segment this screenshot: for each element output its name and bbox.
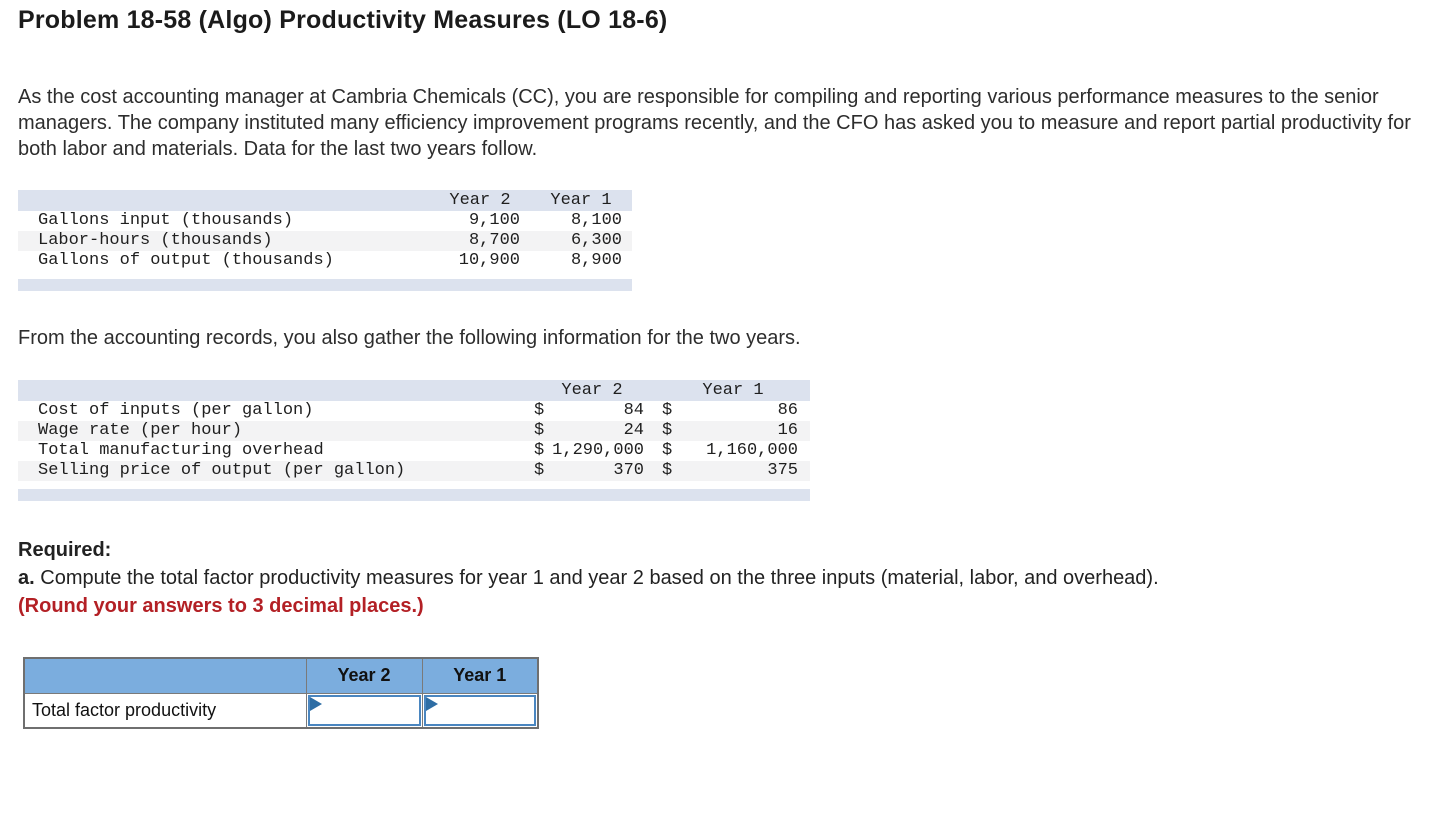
- table-row: Cost of inputs (per gallon) $84 $86: [18, 401, 810, 421]
- answer-row-label: Total factor productivity: [23, 692, 307, 729]
- table-footer-bar: [18, 279, 632, 291]
- table-row: Labor-hours (thousands) 8,700 6,300: [18, 231, 632, 251]
- table-row: Wage rate (per hour) $24 $16: [18, 421, 810, 441]
- between-tables-text: From the accounting records, you also ga…: [18, 327, 801, 349]
- row-year2-value: $84: [534, 401, 644, 420]
- financial-table: Year 2 Year 1 Cost of inputs (per gallon…: [18, 380, 810, 501]
- financial-header-year2: Year 2: [561, 380, 623, 400]
- row-year1-value: $375: [662, 461, 798, 480]
- currency-symbol: $: [662, 461, 673, 480]
- currency-symbol: $: [662, 421, 673, 440]
- row-year2-value: $24: [534, 421, 644, 440]
- financial-header-year1: Year 1: [702, 380, 764, 400]
- answer-header-empty: [23, 657, 307, 694]
- currency-symbol: $: [534, 421, 545, 440]
- row-year1-value: 8,100: [570, 211, 622, 230]
- row-year2-value: 8,700: [468, 231, 520, 250]
- rounding-note: (Round your answers to 3 decimal places.…: [18, 595, 424, 617]
- answer-table-header: Year 2 Year 1: [23, 657, 539, 694]
- operations-table: Year 2 Year 1 Gallons input (thousands) …: [18, 190, 632, 291]
- table-row: Selling price of output (per gallon) $37…: [18, 461, 810, 481]
- currency-symbol: $: [662, 441, 673, 460]
- row-year1-value: 8,900: [570, 251, 622, 270]
- row-year2-value: 10,900: [458, 251, 520, 270]
- row-year1-value: 6,300: [570, 231, 622, 250]
- operations-table-header: Year 2 Year 1: [18, 190, 632, 211]
- operations-header-year2: Year 2: [449, 190, 511, 210]
- row-year2-value: $1,290,000: [534, 441, 644, 460]
- row-year1-value: $1,160,000: [662, 441, 798, 460]
- currency-symbol: $: [534, 461, 545, 480]
- page-title: Problem 18-58 (Algo) Productivity Measur…: [18, 6, 668, 34]
- table-row: Gallons input (thousands) 9,100 8,100: [18, 211, 632, 231]
- intro-paragraph: As the cost accounting manager at Cambri…: [18, 86, 1411, 160]
- operations-header-empty: [18, 190, 430, 211]
- total-factor-productivity-year1-input[interactable]: [425, 696, 534, 724]
- operations-header-year1: Year 1: [550, 190, 612, 210]
- answer-row: Total factor productivity: [23, 692, 539, 729]
- table-footer-bar: [18, 489, 810, 501]
- tfp-year2-input-box: [307, 694, 421, 726]
- requirement-a-text: Compute the total factor productivity me…: [40, 567, 1159, 589]
- row-label: Gallons input (thousands): [38, 211, 294, 230]
- row-label: Gallons of output (thousands): [38, 251, 334, 270]
- currency-symbol: $: [662, 401, 673, 420]
- tfp-year2-cell: [305, 692, 423, 729]
- row-label: Labor-hours (thousands): [38, 231, 273, 250]
- currency-symbol: $: [534, 401, 545, 420]
- total-factor-productivity-year2-input[interactable]: [309, 696, 419, 724]
- table-row: Total manufacturing overhead $1,290,000 …: [18, 441, 810, 461]
- currency-symbol: $: [534, 441, 545, 460]
- row-label: Selling price of output (per gallon): [38, 461, 406, 480]
- answer-table: Year 2 Year 1 Total factor productivity: [23, 657, 539, 729]
- row-year2-value: $370: [534, 461, 644, 480]
- row-label: Cost of inputs (per gallon): [38, 401, 314, 420]
- requirement-a: a. Compute the total factor productivity…: [18, 564, 1159, 592]
- required-section: Required: a. Compute the total factor pr…: [18, 536, 1159, 620]
- tfp-year1-input-box: [423, 694, 536, 726]
- table-row: Gallons of output (thousands) 10,900 8,9…: [18, 251, 632, 271]
- financial-header-empty: [18, 380, 528, 401]
- financial-table-header: Year 2 Year 1: [18, 380, 810, 401]
- row-year1-value: $86: [662, 401, 798, 420]
- requirement-a-prefix: a.: [18, 567, 35, 589]
- answer-header-year2: Year 2: [305, 657, 423, 694]
- answer-header-year1: Year 1: [421, 657, 539, 694]
- required-label: Required:: [18, 539, 112, 561]
- row-year2-value: 9,100: [468, 211, 520, 230]
- tfp-year1-cell: [421, 692, 539, 729]
- row-label: Total manufacturing overhead: [38, 441, 324, 460]
- row-year1-value: $16: [662, 421, 798, 440]
- row-label: Wage rate (per hour): [38, 421, 243, 440]
